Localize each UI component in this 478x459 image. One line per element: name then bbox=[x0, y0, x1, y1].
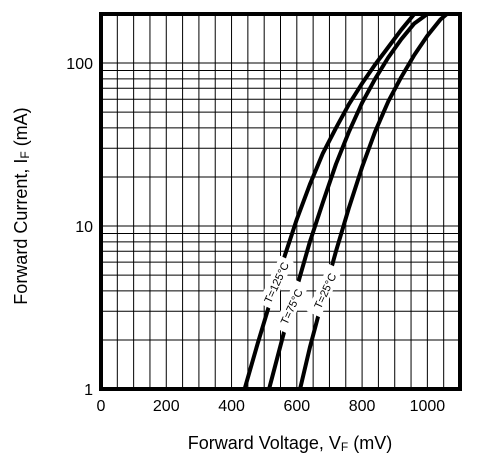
x-tick-label: 600 bbox=[283, 398, 310, 415]
curve-label-bg bbox=[273, 279, 309, 334]
x-tick-label: 1000 bbox=[410, 398, 446, 415]
x-tick-label: 0 bbox=[97, 398, 106, 415]
x-tick-labels: 0 200 400 600 800 1000 bbox=[97, 398, 446, 415]
curve-label-bg bbox=[258, 255, 294, 310]
x-axis-title: Forward Voltage, VF (mV) bbox=[188, 433, 392, 454]
curve-label-bg bbox=[306, 263, 343, 318]
y-tick-label: 100 bbox=[66, 56, 93, 73]
x-tick-label: 200 bbox=[153, 398, 180, 415]
y-tick-label: 10 bbox=[75, 219, 93, 236]
plot-frame bbox=[99, 12, 462, 391]
y-tick-label: 1 bbox=[84, 382, 93, 399]
x-tick-label: 400 bbox=[218, 398, 245, 415]
y-tick-labels: 1 10 100 bbox=[66, 56, 93, 399]
x-tick-label: 800 bbox=[349, 398, 376, 415]
y-axis-title: Forward Current, IF (mA) bbox=[11, 107, 32, 304]
